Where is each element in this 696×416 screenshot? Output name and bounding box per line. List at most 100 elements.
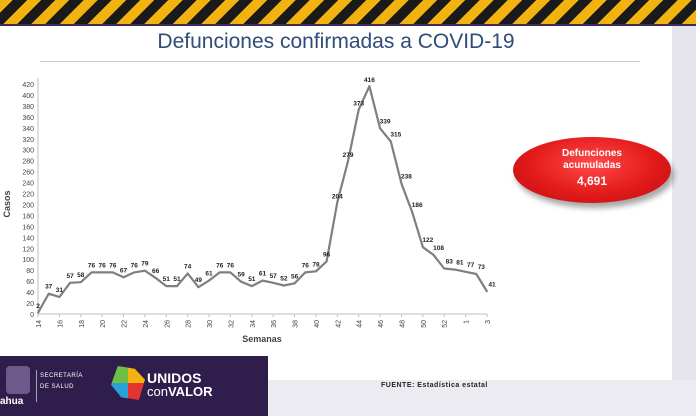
data-point: [400, 182, 403, 185]
y-tick-label: 60: [26, 279, 34, 286]
data-label: 51: [173, 276, 181, 283]
x-tick-label: 36: [271, 320, 278, 328]
data-point: [79, 281, 82, 284]
cumulative-deaths-callout: Defunciones acumuladas 4,691: [513, 137, 671, 203]
data-label: 59: [238, 272, 246, 279]
brand-line2: conVALOR: [147, 384, 213, 399]
data-label: 373: [353, 101, 364, 108]
y-tick-label: 160: [22, 224, 34, 231]
data-point: [379, 127, 381, 130]
data-point: [154, 277, 157, 279]
data-point: [432, 254, 435, 256]
y-axis-label: Casos: [2, 190, 12, 217]
data-label: 204: [332, 193, 343, 200]
data-label: 74: [184, 263, 192, 270]
x-tick-label: 22: [122, 320, 129, 328]
y-tick-label: 420: [22, 82, 34, 89]
x-tick-label: 14: [36, 320, 43, 328]
y-tick-label: 280: [22, 159, 34, 166]
chart-title: Defunciones confirmadas a COVID-19: [157, 30, 515, 53]
data-label: 279: [343, 152, 354, 159]
data-label: 96: [323, 251, 331, 258]
source-note: FUENTE: Estadística estatal: [381, 382, 488, 389]
data-point: [229, 271, 232, 274]
hazard-stripe-banner: [0, 0, 696, 24]
y-tick-label: 220: [22, 192, 34, 199]
x-tick-label: 42: [335, 320, 342, 328]
data-label: 37: [45, 284, 53, 291]
data-label: 416: [364, 77, 375, 84]
slide-edge: [672, 26, 696, 380]
y-tick-label: 260: [22, 170, 34, 177]
y-tick-label: 380: [22, 104, 34, 111]
data-label: 61: [259, 271, 267, 278]
data-label: 186: [412, 202, 423, 209]
y-tick-label: 300: [22, 148, 34, 155]
data-label: 57: [270, 273, 278, 280]
x-tick-label: 24: [143, 320, 150, 328]
data-label: 108: [433, 245, 444, 252]
y-tick-label: 360: [22, 115, 34, 122]
data-label: 51: [163, 276, 171, 283]
data-label: 58: [77, 272, 85, 279]
data-point: [486, 290, 488, 293]
x-tick-label: 40: [314, 320, 321, 328]
data-point: [347, 160, 349, 163]
data-point: [133, 271, 136, 274]
data-point: [251, 285, 253, 287]
data-point: [144, 269, 146, 272]
data-label: 238: [401, 174, 412, 181]
y-tick-label: 120: [22, 246, 34, 253]
x-axis-label: Semanas: [242, 334, 282, 344]
data-label: 76: [131, 262, 139, 269]
brand-line1: UNIDOS: [147, 370, 202, 386]
state-emblem-icon: [6, 366, 30, 394]
data-point: [283, 284, 285, 287]
data-label: 56: [291, 273, 299, 280]
data-label: 52: [280, 276, 288, 283]
data-point: [389, 140, 392, 143]
footer-separator: [36, 370, 37, 402]
x-tick-label: 26: [164, 320, 171, 328]
data-label: 122: [422, 237, 433, 244]
x-tick-label: 44: [357, 320, 364, 328]
data-point: [197, 286, 200, 288]
state-name: ahua: [0, 396, 24, 407]
data-point: [186, 272, 189, 275]
data-point: [165, 285, 168, 287]
department-line1: SECRETARÍA: [40, 373, 83, 379]
x-tick-label: 30: [207, 320, 214, 328]
data-point: [176, 285, 178, 287]
data-point: [261, 279, 264, 282]
x-tick-label: 48: [399, 320, 406, 328]
data-label: 76: [88, 262, 96, 269]
data-label: 83: [446, 259, 454, 266]
data-label: 31: [56, 287, 64, 294]
y-tick-label: 200: [22, 202, 34, 209]
callout-value: 4,691: [576, 174, 608, 188]
data-point: [47, 292, 50, 295]
y-tick-label: 20: [26, 301, 34, 308]
data-label: 2: [36, 303, 40, 310]
data-point: [37, 312, 39, 314]
deaths-series-line: [37, 85, 488, 314]
data-label: 79: [141, 261, 149, 268]
x-tick-label: 3: [485, 320, 492, 324]
data-point: [464, 271, 467, 273]
data-point: [475, 273, 478, 275]
y-tick-label: 340: [22, 126, 34, 133]
x-tick-label: 34: [250, 320, 257, 328]
y-tick-label: 40: [26, 290, 34, 297]
data-point: [58, 296, 61, 298]
slide-panel: [0, 26, 672, 380]
x-tick-label: 16: [57, 320, 64, 328]
x-tick-label: 28: [186, 320, 193, 328]
x-tick-label: 20: [100, 320, 107, 328]
data-label: 67: [120, 267, 128, 274]
data-point: [411, 211, 413, 213]
data-point: [218, 271, 221, 274]
data-label: 73: [478, 264, 486, 271]
data-label: 76: [99, 262, 107, 269]
x-tick-label: 52: [442, 320, 449, 328]
y-tick-label: 400: [22, 93, 34, 100]
